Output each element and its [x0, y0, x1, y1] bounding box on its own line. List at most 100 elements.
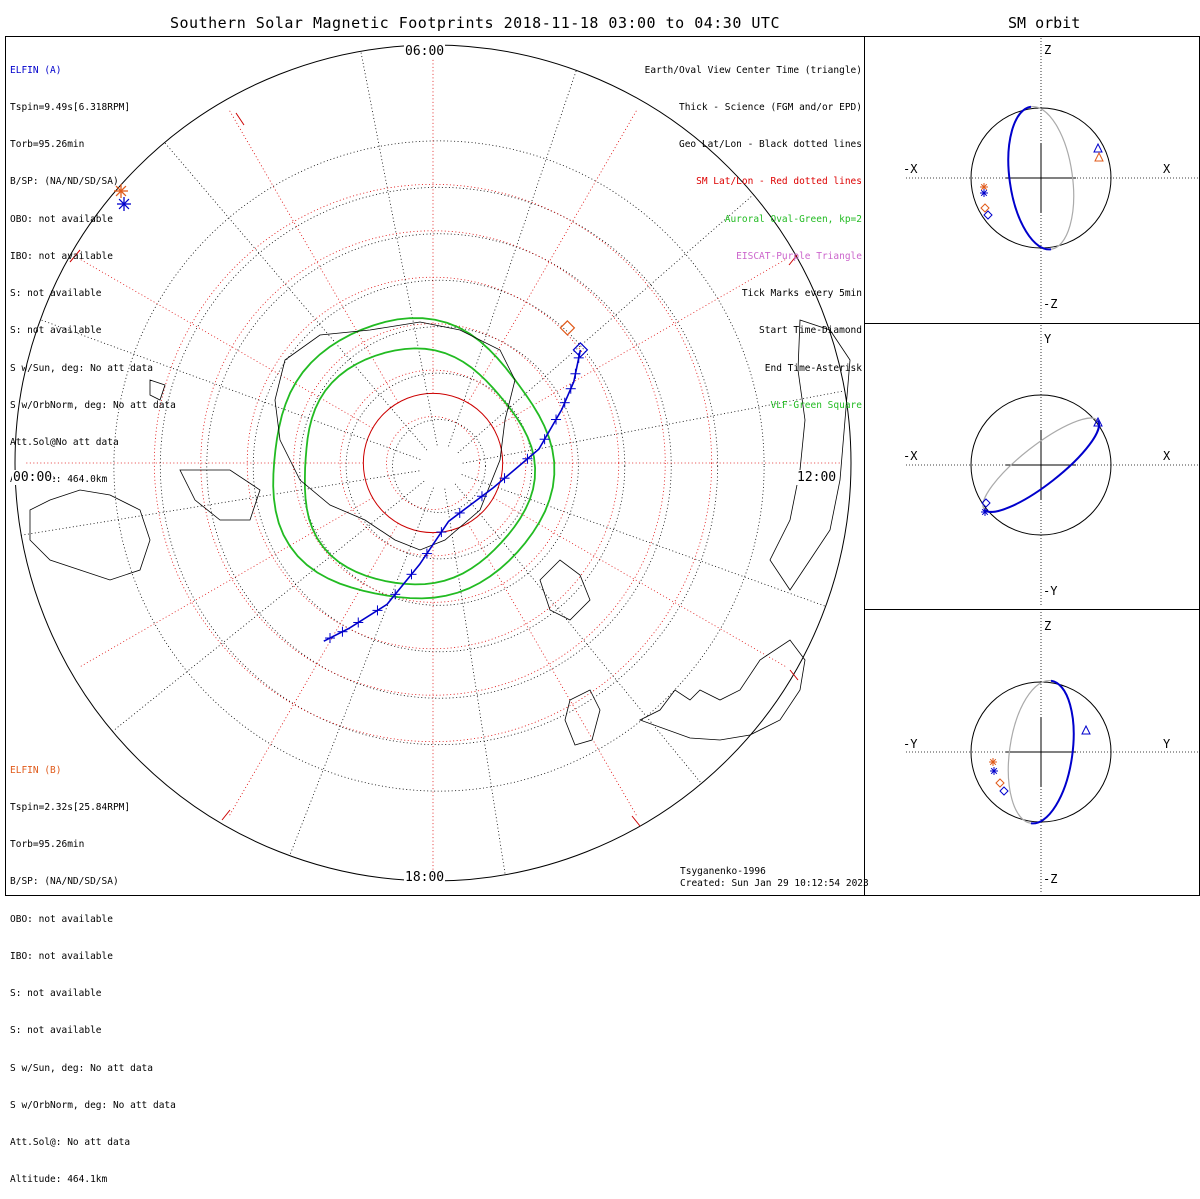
- sm-meridian: [493, 258, 788, 429]
- orbit-view-triangle: [1093, 142, 1103, 153]
- continent-outline: [149, 379, 166, 401]
- geo-meridian: [164, 142, 428, 451]
- sm-edge-tick: [69, 249, 81, 263]
- legend-item: Start Time-Diamond: [759, 325, 862, 337]
- orbit-path-science: [1030, 679, 1075, 825]
- clock-label-left: 00:00: [12, 470, 54, 485]
- satellite-b-name: ELFIN (B): [10, 764, 62, 776]
- orbit-view-triangle: [1081, 724, 1091, 735]
- orbit-start-diamond: [981, 498, 991, 508]
- continent-outline: [274, 321, 516, 551]
- satellite-b-line: S: not available: [10, 988, 102, 1000]
- legend-item: EISCAT-Purple Triangle: [736, 250, 862, 262]
- orbit-end-asterisk: [989, 758, 997, 766]
- created-credit: Created: Sun Jan 29 10:12:54 2023: [680, 878, 869, 889]
- continent-outline: [539, 559, 591, 621]
- continent-outline: [638, 639, 806, 741]
- satellite-a-line: OBO: not available: [10, 213, 113, 225]
- continent-outline: [179, 469, 261, 521]
- continent-outline: [564, 689, 601, 746]
- sm-meridian: [78, 258, 373, 429]
- orbit-xy-left-label: -X: [903, 449, 918, 463]
- elfin-a-start-diamond: [572, 342, 589, 358]
- satellite-a-line: Torb=95.26min: [10, 139, 85, 151]
- legend-item: VLF-Green Square: [770, 399, 862, 411]
- satellite-b-info: ELFIN (B) Tspin=2.32s[25.84RPM] Torb=95.…: [10, 740, 176, 1199]
- elfin-a-track: [323, 349, 582, 642]
- orbit-end-asterisk: [981, 508, 989, 516]
- map-legend: Earth/Oval View Center Time (triangle) T…: [645, 40, 862, 425]
- model-credit: Tsyganenko-1996: [680, 866, 766, 877]
- footprint-map: [14, 44, 852, 882]
- satellite-b-line: S: not available: [10, 1025, 102, 1037]
- sm-latitude-ring: [386, 416, 480, 510]
- legend-item: Earth/Oval View Center Time (triangle): [644, 64, 862, 76]
- elfin-b-end-asterisk: [115, 185, 127, 197]
- orbit-start-diamond: [999, 786, 1009, 796]
- orbit-path-science: [983, 420, 1100, 513]
- auroral-oval-outer: [272, 317, 556, 600]
- sm-edge-tick: [788, 254, 798, 266]
- legend-item: Thick - Science (FGM and/or EPD): [678, 102, 862, 114]
- satellite-a-name: ELFIN (A): [10, 64, 62, 76]
- continent-outline: [29, 489, 151, 581]
- earth-circle: [970, 394, 1112, 536]
- legend-item: End Time-Asterisk: [764, 362, 862, 374]
- orbit-xz-right-label: X: [1163, 162, 1171, 176]
- geo-meridian: [112, 480, 425, 732]
- orbit-plots: [906, 38, 1199, 892]
- satellite-a-info: ELFIN (A) Tspin=9.49s[6.318RPM] Torb=95.…: [10, 40, 176, 499]
- sm-latitude-ring: [293, 323, 573, 603]
- page-title: Southern Solar Magnetic Footprints 2018-…: [170, 14, 780, 32]
- satellite-a-line: S: not available: [10, 288, 102, 300]
- clock-label-top: 06:00: [404, 44, 446, 59]
- geo-latitude-ring: [206, 233, 672, 699]
- orbit-end-asterisk: [990, 767, 998, 775]
- geo-latitude-ring: [252, 279, 626, 653]
- legend-item: Geo Lat/Lon - Black dotted lines: [678, 139, 862, 151]
- satellite-b-line: S w/Sun, deg: No att data: [10, 1062, 153, 1074]
- satellite-b-line: B/SP: (NA/ND/SD/SA): [10, 876, 119, 888]
- orbit-xy-right-label: X: [1163, 449, 1171, 463]
- orbit-yz-top-label: Z: [1044, 619, 1052, 633]
- geo-meridian: [461, 474, 826, 607]
- orbit-xz-bottom-label: -Z: [1043, 297, 1058, 311]
- satellite-b-line: OBO: not available: [10, 913, 113, 925]
- geo-latitude-ring: [113, 140, 765, 792]
- satellite-b-line: IBO: not available: [10, 950, 113, 962]
- sm-meridian: [228, 108, 399, 403]
- satellite-a-line: S: not available: [10, 325, 102, 337]
- geo-meridian: [40, 319, 421, 460]
- orbit-panel-title: SM orbit: [1008, 14, 1081, 32]
- orbit-yz-right-label: Y: [1163, 737, 1171, 751]
- orbit-end-asterisk: [980, 183, 988, 191]
- clock-label-right: 12:00: [796, 470, 838, 485]
- clock-label-bottom: 18:00: [404, 870, 446, 885]
- orbit-view-triangle: [1094, 151, 1104, 162]
- legend-item: Tick Marks every 5min: [741, 288, 862, 300]
- sm-meridian: [228, 523, 399, 818]
- geo-meridian: [21, 470, 420, 536]
- geo-meridian: [360, 51, 438, 446]
- orbit-xz-left-label: -X: [903, 162, 918, 176]
- legend-item: SM Lat/Lon - Red dotted lines: [696, 176, 862, 188]
- sm-edge-tick: [221, 809, 231, 821]
- satellite-a-line: B/SP: (NA/ND/SD/SA): [10, 176, 119, 188]
- elfin-b-start-diamond: [559, 320, 576, 336]
- satellite-b-line: Torb=95.26min: [10, 839, 85, 851]
- orbit-view-triangle: [1093, 416, 1103, 427]
- satellite-a-line: S w/Sun, deg: No att data: [10, 362, 153, 374]
- continent-outline: [769, 319, 851, 591]
- satellite-b-line: S w/OrbNorm, deg: No att data: [10, 1099, 176, 1111]
- sm-meridian: [467, 108, 638, 403]
- sm-edge-tick: [631, 815, 641, 827]
- satellite-a-line: S w/OrbNorm, deg: No att data: [10, 399, 176, 411]
- orbit-yz-left-label: -Y: [903, 737, 918, 751]
- orbit-xy-bottom-label: -Y: [1043, 584, 1058, 598]
- orbit-yz-bottom-label: -Z: [1043, 872, 1058, 886]
- orbit-start-diamond: [980, 203, 990, 213]
- sm-meridian: [78, 497, 373, 668]
- geo-latitude-ring: [392, 419, 486, 513]
- satellite-a-line: Tspin=9.49s[6.318RPM]: [10, 102, 131, 114]
- orbit-path-science: [1007, 105, 1052, 251]
